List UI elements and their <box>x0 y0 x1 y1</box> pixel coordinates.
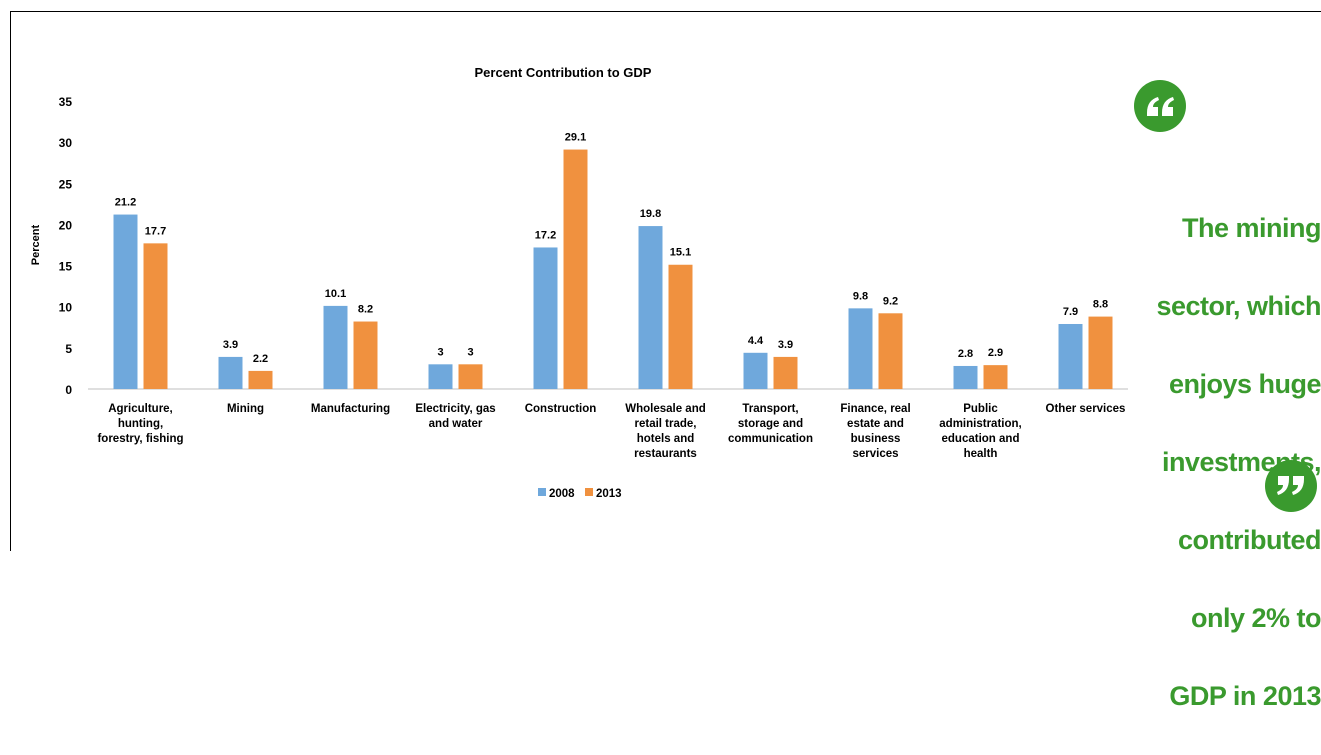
x-category-label: Agriculture, <box>108 403 173 415</box>
open-quote-icon <box>1134 80 1186 132</box>
data-label-2008: 19.8 <box>640 208 661 220</box>
data-label-2013: 2.9 <box>988 347 1003 359</box>
y-axis-label: Percent <box>30 224 42 265</box>
chart-title: Percent Contribution to GDP <box>475 65 652 80</box>
y-tick-label: 15 <box>59 260 73 274</box>
data-label-2013: 29.1 <box>565 132 586 144</box>
quote-line: sector, which <box>1156 291 1321 321</box>
data-label-2008: 10.1 <box>325 288 346 300</box>
bar-2013 <box>353 321 378 389</box>
y-tick-label: 10 <box>59 301 73 315</box>
y-tick-label: 20 <box>59 218 73 232</box>
bar-2013 <box>563 149 588 389</box>
data-label-2008: 2.8 <box>958 348 973 360</box>
bar-2013 <box>773 356 798 389</box>
close-quote-icon <box>1265 460 1317 512</box>
x-category-label: Construction <box>525 403 597 415</box>
data-label-2013: 8.8 <box>1093 299 1108 311</box>
pull-quote: The mining sector, which enjoys huge inv… <box>1128 80 1321 711</box>
x-category-label: Wholesale and <box>625 403 706 415</box>
data-label-2008: 21.2 <box>115 197 136 209</box>
data-label-2013: 8.2 <box>358 304 373 316</box>
x-category-label: storage and <box>738 418 803 430</box>
x-category-label: forestry, fishing <box>97 433 183 445</box>
y-tick-label: 35 <box>59 95 73 109</box>
data-label-2008: 9.8 <box>853 290 868 302</box>
quote-line: enjoys huge <box>1168 369 1321 399</box>
quote-line: The mining <box>1182 213 1321 243</box>
y-tick-label: 0 <box>65 383 72 397</box>
x-category-label: Transport, <box>742 403 798 415</box>
data-label-2008: 3.9 <box>223 339 238 351</box>
bar-2008 <box>638 226 663 389</box>
x-category-label: retail trade, <box>635 418 697 430</box>
data-label-2013: 9.2 <box>883 295 898 307</box>
bar-2008 <box>743 352 768 389</box>
x-category-label: health <box>964 448 998 460</box>
x-category-label: Electricity, gas <box>415 403 495 415</box>
bar-2013 <box>458 364 483 389</box>
data-label-2008: 17.2 <box>535 229 556 241</box>
data-label-2013: 15.1 <box>670 247 691 259</box>
x-category-label: Manufacturing <box>311 403 390 415</box>
bar-2008 <box>323 305 348 389</box>
bar-2008 <box>1058 323 1083 389</box>
legend-swatch-2008 <box>538 488 546 496</box>
bar-2013 <box>983 365 1008 389</box>
x-category-label: Finance, real <box>840 403 910 415</box>
data-label-2013: 17.7 <box>145 225 166 237</box>
chart-frame <box>10 11 1321 551</box>
x-category-label: hotels and <box>637 433 695 445</box>
legend-label-2008: 2008 <box>549 488 575 500</box>
bar-2013 <box>143 243 168 389</box>
bar-2008 <box>428 364 453 389</box>
data-label-2008: 3 <box>437 346 443 358</box>
x-category-label: services <box>852 448 898 460</box>
x-category-label: estate and <box>847 418 904 430</box>
bar-2013 <box>1088 316 1113 389</box>
x-category-label: education and <box>942 433 1020 445</box>
x-category-label: Other services <box>1046 403 1126 415</box>
bar-2008 <box>953 365 978 389</box>
x-category-label: and water <box>429 418 483 430</box>
quote-line: GDP in 2013 <box>1169 681 1321 711</box>
x-category-label: Mining <box>227 403 264 415</box>
y-tick-label: 5 <box>65 342 72 356</box>
x-category-label: administration, <box>939 418 1021 430</box>
bar-2008 <box>848 308 873 389</box>
x-category-label: business <box>851 433 901 445</box>
data-label-2013: 3.9 <box>778 339 793 351</box>
bar-2008 <box>218 356 243 389</box>
data-label-2008: 7.9 <box>1063 306 1078 318</box>
legend-swatch-2013 <box>585 488 593 496</box>
x-category-label: communication <box>728 433 813 445</box>
quote-line: only 2% to <box>1190 603 1321 633</box>
x-category-label: Public <box>963 403 998 415</box>
x-category-label: restaurants <box>634 448 697 460</box>
data-label-2008: 4.4 <box>748 335 764 347</box>
y-tick-label: 25 <box>59 177 73 191</box>
bar-2013 <box>878 313 903 389</box>
bar-chart: Percent Contribution to GDP Percent 0 5 10 15… <box>30 65 1128 500</box>
data-label-2013: 2.2 <box>253 353 268 365</box>
bar-2013 <box>248 370 273 389</box>
data-label-2013: 3 <box>467 346 473 358</box>
quote-line: contributed <box>1178 525 1321 555</box>
x-category-label: hunting, <box>118 418 163 430</box>
bar-2008 <box>113 214 138 389</box>
y-tick-label: 30 <box>59 136 73 150</box>
legend-label-2013: 2013 <box>596 488 622 500</box>
bar-2013 <box>668 264 693 389</box>
bar-2008 <box>533 247 558 389</box>
